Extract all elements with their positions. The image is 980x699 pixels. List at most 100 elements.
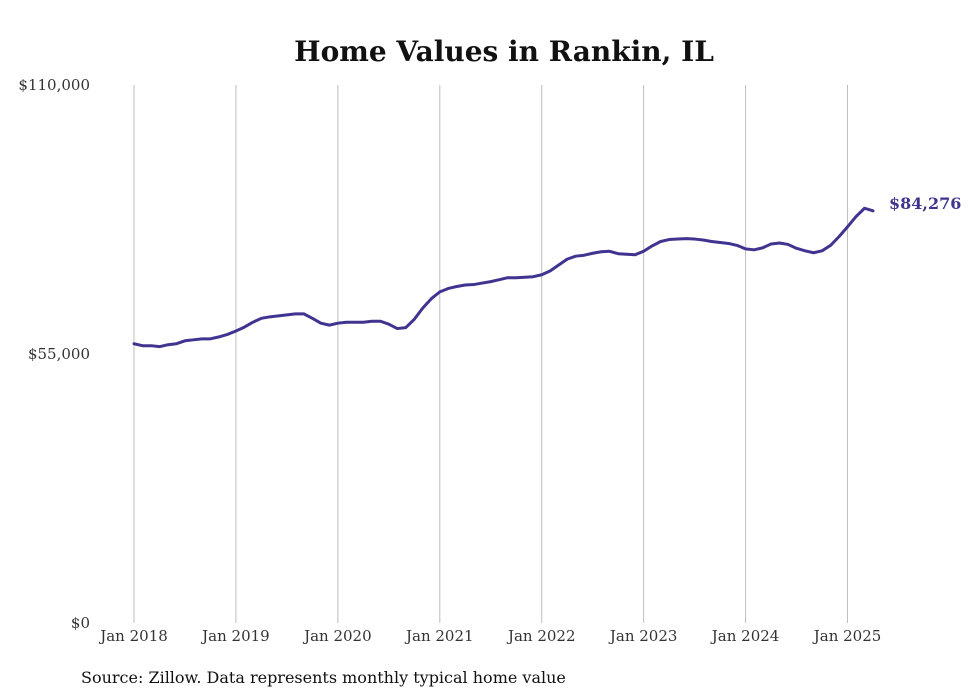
data-point [217,335,221,339]
data-point [175,342,178,345]
data-point [583,254,586,257]
data-point [277,314,280,318]
y-tick-label: $55,000 [28,345,90,363]
data-point [778,241,781,245]
data-point [328,323,331,327]
data-point [489,280,492,283]
data-point [234,329,238,333]
series-data-points [132,207,875,348]
x-tick-label: Jan 2021 [404,627,474,645]
data-point [498,278,501,281]
x-tick-label: Jan 2023 [608,627,678,645]
data-point [319,321,323,325]
data-point [744,247,747,251]
data-point [132,342,136,345]
data-point [532,275,535,278]
data-point [820,249,824,252]
x-axis-tick-labels: Jan 2018 Jan 2019 Jan 2020 Jan 2021 Jan 2022… [98,627,881,645]
data-point [379,320,382,323]
data-point [769,242,773,246]
data-point [345,321,348,324]
data-point [285,313,289,317]
data-point [260,317,263,320]
data-point [846,225,849,229]
data-point [472,283,475,286]
data-point [192,338,195,342]
data-point [430,297,433,300]
data-point [727,242,730,245]
y-axis-tick-labels: $0 $55,000 $110,000 [18,76,90,632]
data-point [413,318,416,321]
data-point [336,321,340,325]
data-point [693,237,696,241]
data-point [421,306,424,310]
data-point [506,276,509,279]
data-point [854,215,858,218]
data-point [659,240,662,243]
data-point [243,325,246,329]
data-point [812,251,815,254]
data-point [149,344,153,347]
data-point [735,244,739,247]
data-point [591,252,594,255]
data-point [863,207,866,210]
x-tick-label: Jan 2018 [98,627,168,645]
data-point [302,312,306,316]
data-point [362,321,365,324]
data-point [650,244,654,248]
data-point [141,344,144,347]
data-point [633,253,637,256]
home-value-series-line [132,206,875,349]
data-point [200,337,204,341]
vertical-gridlines [133,85,849,623]
source-note: Source: Zillow. Data represents monthly … [81,668,566,687]
data-point [676,237,679,241]
data-point [404,326,408,329]
data-point [251,321,255,324]
data-point [515,276,518,279]
data-point [667,238,671,241]
x-tick-label: Jan 2024 [710,627,780,645]
x-tick-label: Jan 2025 [812,627,882,645]
data-point [226,333,229,336]
data-point [566,257,569,261]
data-point [574,254,577,258]
data-point [523,276,526,279]
y-tick-label: $0 [71,614,90,632]
data-point [761,246,764,250]
x-tick-label: Jan 2022 [506,627,576,645]
x-tick-label: Jan 2020 [302,627,372,645]
data-point [540,273,543,276]
data-point [786,243,790,246]
data-point [837,235,841,238]
data-point [387,322,391,326]
data-point [803,249,807,252]
data-point [370,320,374,323]
data-point [268,315,272,319]
latest-value-label: $84,276 [889,194,961,213]
y-tick-label: $110,000 [18,76,90,94]
data-point [625,253,628,256]
data-point [795,247,798,250]
data-point [294,312,297,316]
data-point [209,337,212,341]
data-point [710,240,713,243]
data-point [166,343,170,346]
data-point [353,321,357,324]
data-point [396,327,399,330]
data-point [599,250,603,253]
chart-title: Home Values in Rankin, IL [294,35,714,68]
data-point [608,250,611,253]
data-point [829,244,832,247]
data-point [438,290,441,294]
data-point [684,237,688,240]
data-point [718,241,722,244]
data-point [464,283,467,287]
data-point [183,339,187,342]
data-point [158,345,161,348]
data-point [549,269,552,273]
data-point [481,281,484,285]
data-point [455,285,458,288]
data-point [701,238,705,242]
